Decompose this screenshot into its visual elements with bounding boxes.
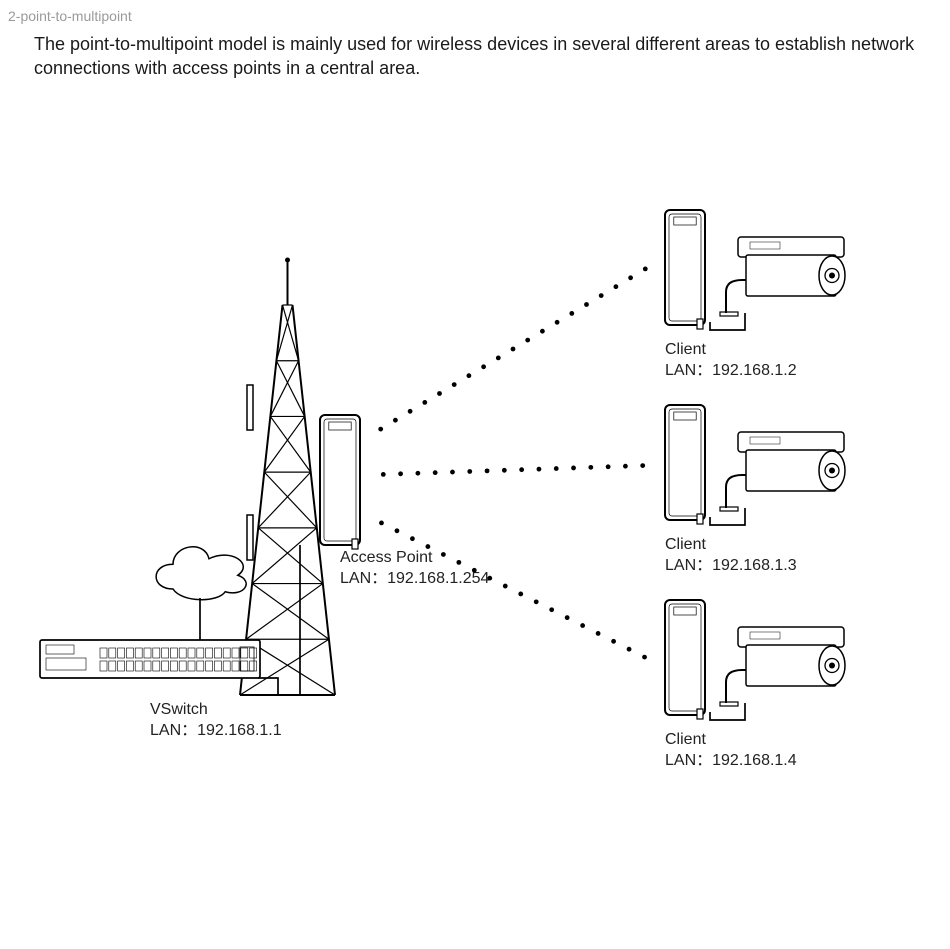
client-3-lan: LAN：192.168.1.4	[665, 751, 797, 772]
cable-3	[710, 313, 745, 330]
radio-tower-icon	[240, 258, 335, 696]
client-1-camera-icon	[720, 237, 845, 316]
switch-label: VSwitch LAN：192.168.1.1	[150, 700, 282, 742]
client-2-label: Client LAN：192.168.1.3	[665, 535, 797, 577]
ap-lan: LAN：192.168.1.254	[340, 569, 489, 590]
client-3-camera-icon	[720, 627, 845, 706]
client-2-camera-icon	[720, 432, 845, 511]
client-3-label: Client LAN：192.168.1.4	[665, 730, 797, 772]
page-header: 2-point-to-multipoint	[0, 0, 950, 28]
client-3-cpe-icon	[665, 600, 705, 719]
switch-lan: LAN：192.168.1.1	[150, 721, 282, 742]
client-1-name: Client	[665, 340, 797, 361]
switch-icon	[40, 640, 260, 678]
page-description: The point-to-multipoint model is mainly …	[0, 28, 950, 81]
client-2-name: Client	[665, 535, 797, 556]
wireless-link-2	[381, 463, 645, 477]
network-cloud-icon	[156, 547, 246, 600]
client-3-name: Client	[665, 730, 797, 751]
client-1-cpe-icon	[665, 210, 705, 329]
client-2-cpe-icon	[665, 405, 705, 524]
access-point-label: Access Point LAN：192.168.1.254	[340, 548, 489, 590]
switch-name: VSwitch	[150, 700, 282, 721]
client-1-lan: LAN：192.168.1.2	[665, 361, 797, 382]
wireless-link-3	[379, 520, 647, 659]
cable-2	[258, 545, 300, 695]
cable-4	[710, 508, 745, 525]
network-cloud-label: Network	[171, 560, 231, 575]
client-2-lan: LAN：192.168.1.3	[665, 556, 797, 577]
wireless-link-1	[378, 267, 647, 432]
cable-5	[710, 703, 745, 720]
ap-name: Access Point	[340, 548, 489, 569]
client-1-label: Client LAN：192.168.1.2	[665, 340, 797, 382]
access-point-icon	[320, 415, 360, 549]
topology-diagram	[0, 0, 950, 949]
